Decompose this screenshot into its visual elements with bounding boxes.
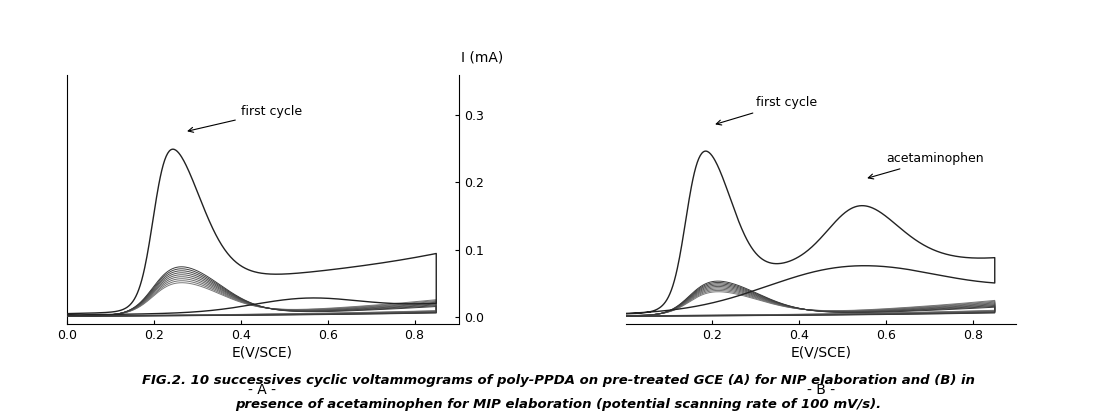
Text: first cycle: first cycle — [189, 105, 302, 132]
Text: - B -: - B - — [806, 383, 836, 398]
Text: FIG.2. 10 successives cyclic voltammograms of poly-PPDA on pre-treated GCE (A) f: FIG.2. 10 successives cyclic voltammogra… — [142, 374, 975, 386]
Text: first cycle: first cycle — [716, 96, 817, 125]
X-axis label: E(V/SCE): E(V/SCE) — [232, 346, 293, 360]
X-axis label: E(V/SCE): E(V/SCE) — [791, 346, 851, 360]
Text: I (mA): I (mA) — [461, 50, 504, 64]
Text: acetaminophen: acetaminophen — [868, 152, 984, 179]
Text: - A -: - A - — [248, 383, 277, 398]
Text: presence of acetaminophen for MIP elaboration (potential scanning rate of 100 mV: presence of acetaminophen for MIP elabor… — [236, 398, 881, 411]
